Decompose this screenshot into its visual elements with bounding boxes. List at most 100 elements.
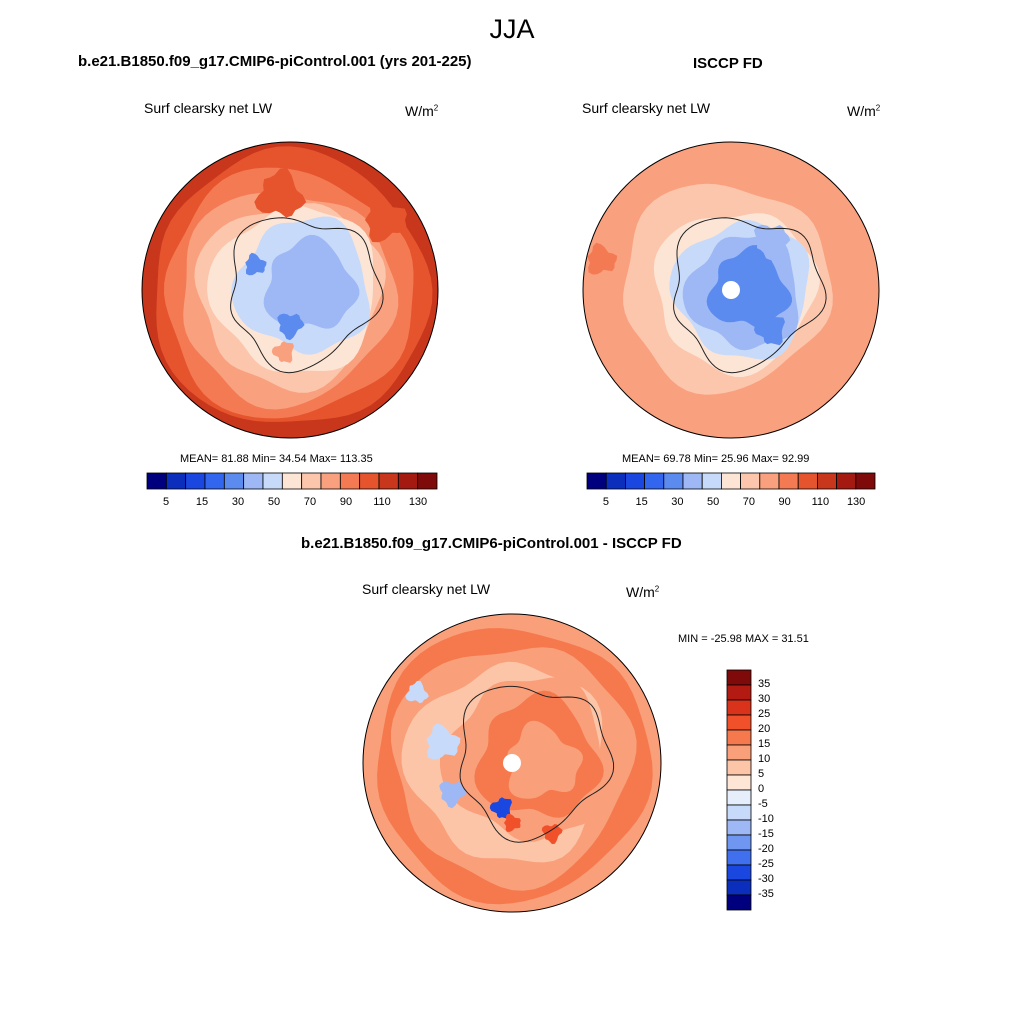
colorbar-swatch <box>682 472 703 490</box>
panel2-title: ISCCP FD <box>693 55 763 72</box>
colorbar-swatch <box>339 472 361 490</box>
colorbar-tick-label: -35 <box>758 888 774 900</box>
colorbar-tick-label: 50 <box>707 496 720 508</box>
colorbar-swatch <box>726 819 752 836</box>
colorbar-tick-label: 15 <box>635 496 648 508</box>
colorbar-tick-label: 30 <box>758 693 771 705</box>
colorbar-tick-label: 25 <box>758 708 771 720</box>
contour-patch <box>587 242 618 275</box>
colorbar-swatch <box>223 472 245 490</box>
colorbar-swatch <box>726 879 752 896</box>
colorbar-swatch <box>836 472 857 490</box>
panel1-stats: MEAN= 81.88 Min= 34.54 Max= 113.35 <box>180 453 373 465</box>
colorbar-swatch <box>726 744 752 761</box>
panel1-polar-map <box>141 141 439 439</box>
colorbar-tick-label: -20 <box>758 843 774 855</box>
colorbar-swatch <box>726 864 752 881</box>
colorbar-tick-label: 20 <box>758 723 771 735</box>
contour-band <box>706 245 792 329</box>
panel3-polar-map <box>362 613 662 913</box>
contour-patch <box>489 797 512 819</box>
colorbar-tick-label: -5 <box>758 798 768 810</box>
colorbar-tick-label: 90 <box>778 496 791 508</box>
colorbar-swatch <box>726 684 752 701</box>
colorbar-tick-label: 130 <box>408 496 428 508</box>
panel1-units: W/m2 <box>405 103 439 119</box>
contour-patch <box>245 252 267 276</box>
colorbar-swatch <box>146 472 167 490</box>
contour-patch <box>504 813 521 832</box>
contour-patch <box>405 680 429 704</box>
panel2-colorbar <box>586 472 876 490</box>
antarctica-coastline <box>459 685 615 843</box>
colorbar-swatch <box>262 472 283 490</box>
main-title: JJA <box>489 14 535 44</box>
colorbar-tick-label: 10 <box>758 753 771 765</box>
colorbar-swatch <box>740 472 761 490</box>
colorbar-swatch <box>185 472 206 490</box>
panel2-units: W/m2 <box>847 103 881 119</box>
contour-patch <box>753 224 791 261</box>
pole-missing-data <box>503 754 521 772</box>
colorbar-swatch <box>855 472 876 490</box>
panel3-stats: MIN = -25.98 MAX = 31.51 <box>678 633 809 645</box>
colorbar-swatch <box>701 472 722 490</box>
contour-patch <box>365 197 407 243</box>
colorbar-tick-label: -30 <box>758 873 774 885</box>
colorbar-tick-label: 35 <box>758 678 771 690</box>
antarctica-coastline <box>673 217 827 374</box>
colorbar-swatch <box>320 472 341 490</box>
colorbar-tick-label: 50 <box>267 496 281 508</box>
colorbar-swatch <box>726 699 752 716</box>
contour-patch <box>426 723 461 760</box>
colorbar-swatch <box>359 472 380 490</box>
colorbar-swatch <box>726 834 752 851</box>
panel3-units: W/m2 <box>626 584 660 600</box>
contour-band <box>263 234 360 329</box>
contour-patch <box>541 824 563 845</box>
colorbar-swatch <box>726 849 752 866</box>
colorbar-swatch <box>397 472 419 490</box>
contour-patch <box>439 781 467 809</box>
colorbar-swatch <box>759 472 780 490</box>
panel1-variable: Surf clearsky net LW <box>144 100 273 116</box>
colorbar-tick-label: -15 <box>758 828 774 840</box>
colorbar-swatch <box>816 472 837 490</box>
colorbar-swatch <box>726 669 752 686</box>
colorbar-swatch <box>625 472 646 490</box>
colorbar-swatch <box>378 472 399 490</box>
panel1-title: b.e21.B1850.f09_g17.CMIP6-piControl.001 … <box>78 53 472 70</box>
colorbar-tick-label: 15 <box>758 738 771 750</box>
panel3-title: b.e21.B1850.f09_g17.CMIP6-piControl.001 … <box>301 535 682 552</box>
colorbar-tick-label: -25 <box>758 858 774 870</box>
colorbar-tick-label: 5 <box>602 496 609 508</box>
panel3-colorbar <box>726 669 752 911</box>
colorbar-swatch <box>204 472 225 490</box>
colorbar-tick-label: 70 <box>742 496 755 508</box>
colorbar-swatch <box>778 472 799 490</box>
panel2-variable: Surf clearsky net LW <box>582 100 711 116</box>
colorbar-tick-label: 130 <box>846 496 866 508</box>
colorbar-swatch <box>726 774 752 791</box>
colorbar-tick-label: 5 <box>162 496 170 508</box>
colorbar-swatch <box>726 894 752 911</box>
colorbar-tick-label: 110 <box>373 496 391 508</box>
colorbar-swatch <box>726 759 752 776</box>
colorbar-swatch <box>720 472 741 490</box>
colorbar-swatch <box>644 472 665 490</box>
colorbar-tick-label: 110 <box>811 496 830 508</box>
antarctica-coastline <box>230 217 384 374</box>
panel3-variable: Surf clearsky net LW <box>362 581 491 597</box>
colorbar-swatch <box>243 472 264 490</box>
colorbar-tick-label: 15 <box>195 496 209 508</box>
map-boundary <box>362 613 662 913</box>
colorbar-tick-label: 90 <box>339 496 353 508</box>
pole-missing-data <box>722 281 740 299</box>
colorbar-swatch <box>663 472 684 490</box>
contour-patch <box>754 315 785 346</box>
colorbar-tick-label: 0 <box>758 783 765 795</box>
colorbar-tick-label: 70 <box>303 496 317 508</box>
colorbar-swatch <box>797 472 818 490</box>
colorbar-swatch <box>417 472 438 490</box>
contour-patch <box>254 168 307 218</box>
